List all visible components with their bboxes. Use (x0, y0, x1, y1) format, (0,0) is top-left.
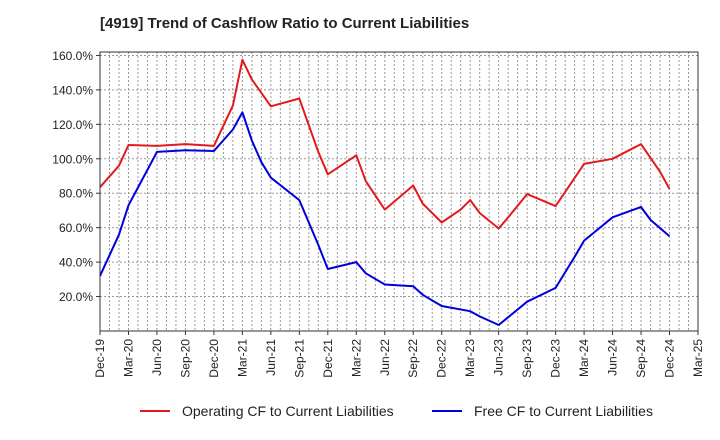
x-tick-label: Dec-20 (207, 339, 221, 378)
y-tick-label: 160.0% (52, 49, 93, 63)
y-tick-label: 140.0% (52, 83, 93, 97)
x-tick-label: Mar-23 (463, 339, 477, 377)
legend-item-free: Free CF to Current Liabilities (432, 403, 653, 419)
x-tick-label: Jun-21 (264, 339, 278, 376)
x-tick-label: Dec-23 (549, 339, 563, 378)
x-tick-label: Dec-21 (321, 339, 335, 378)
series-lines (99, 58, 671, 326)
x-tick-label: Sep-20 (178, 339, 192, 378)
y-tick-label: 40.0% (59, 256, 93, 270)
x-tick-label: Dec-24 (663, 339, 677, 378)
x-axis: Dec-19 Mar-20 Jun-20 Sep-20 Dec-20 Mar-21 Jun-… (93, 331, 705, 378)
x-tick-label: Mar-25 (691, 339, 705, 377)
legend-item-operating: Operating CF to Current Liabilities (140, 403, 394, 419)
x-tick-label: Dec-19 (93, 339, 107, 378)
legend-swatch-operating (140, 410, 170, 412)
series-line-free-cf (99, 111, 671, 326)
x-tick-label: Sep-24 (634, 339, 648, 378)
x-tick-label: Mar-24 (577, 339, 591, 377)
y-tick-label: 100.0% (52, 152, 93, 166)
legend-label-operating: Operating CF to Current Liabilities (182, 403, 394, 419)
x-tick-label: Jun-24 (606, 339, 620, 376)
y-tick-label: 60.0% (59, 221, 93, 235)
x-tick-label: Jun-20 (150, 339, 164, 376)
x-tick-label: Jun-23 (492, 339, 506, 376)
legend: Operating CF to Current Liabilities Free… (0, 403, 720, 425)
y-tick-label: 120.0% (52, 118, 93, 132)
x-tick-label: Jun-22 (378, 339, 392, 376)
x-tick-label: Sep-23 (520, 339, 534, 378)
plot-area (100, 52, 698, 331)
y-axis: 20.0% 40.0% 60.0% 80.0% 100.0% 120.0% 140.0% 16… (52, 49, 100, 304)
plot-border (99, 51, 699, 332)
series-line-operating-cf (99, 58, 671, 230)
y-tick-label: 80.0% (59, 187, 93, 201)
x-tick-label: Sep-22 (406, 339, 420, 378)
legend-label-free: Free CF to Current Liabilities (474, 403, 653, 419)
x-tick-label: Sep-21 (292, 339, 306, 378)
x-tick-label: Mar-22 (349, 339, 363, 377)
chart-title: [4919] Trend of Cashflow Ratio to Curren… (100, 15, 470, 32)
x-tick-label: Mar-21 (235, 339, 249, 377)
y-tick-label: 20.0% (59, 290, 93, 304)
x-tick-label: Mar-20 (121, 339, 135, 377)
legend-swatch-free (432, 410, 462, 412)
x-tick-label: Dec-22 (435, 339, 449, 378)
